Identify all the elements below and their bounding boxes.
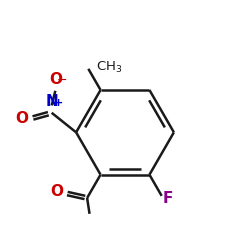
Text: −: − [57,74,68,87]
Text: F: F [163,191,173,206]
Text: O: O [16,112,28,126]
Text: O: O [49,72,62,87]
Text: CH$_3$: CH$_3$ [96,60,122,75]
Text: +: + [54,98,63,108]
Text: N: N [45,94,58,109]
Text: O: O [50,184,63,199]
